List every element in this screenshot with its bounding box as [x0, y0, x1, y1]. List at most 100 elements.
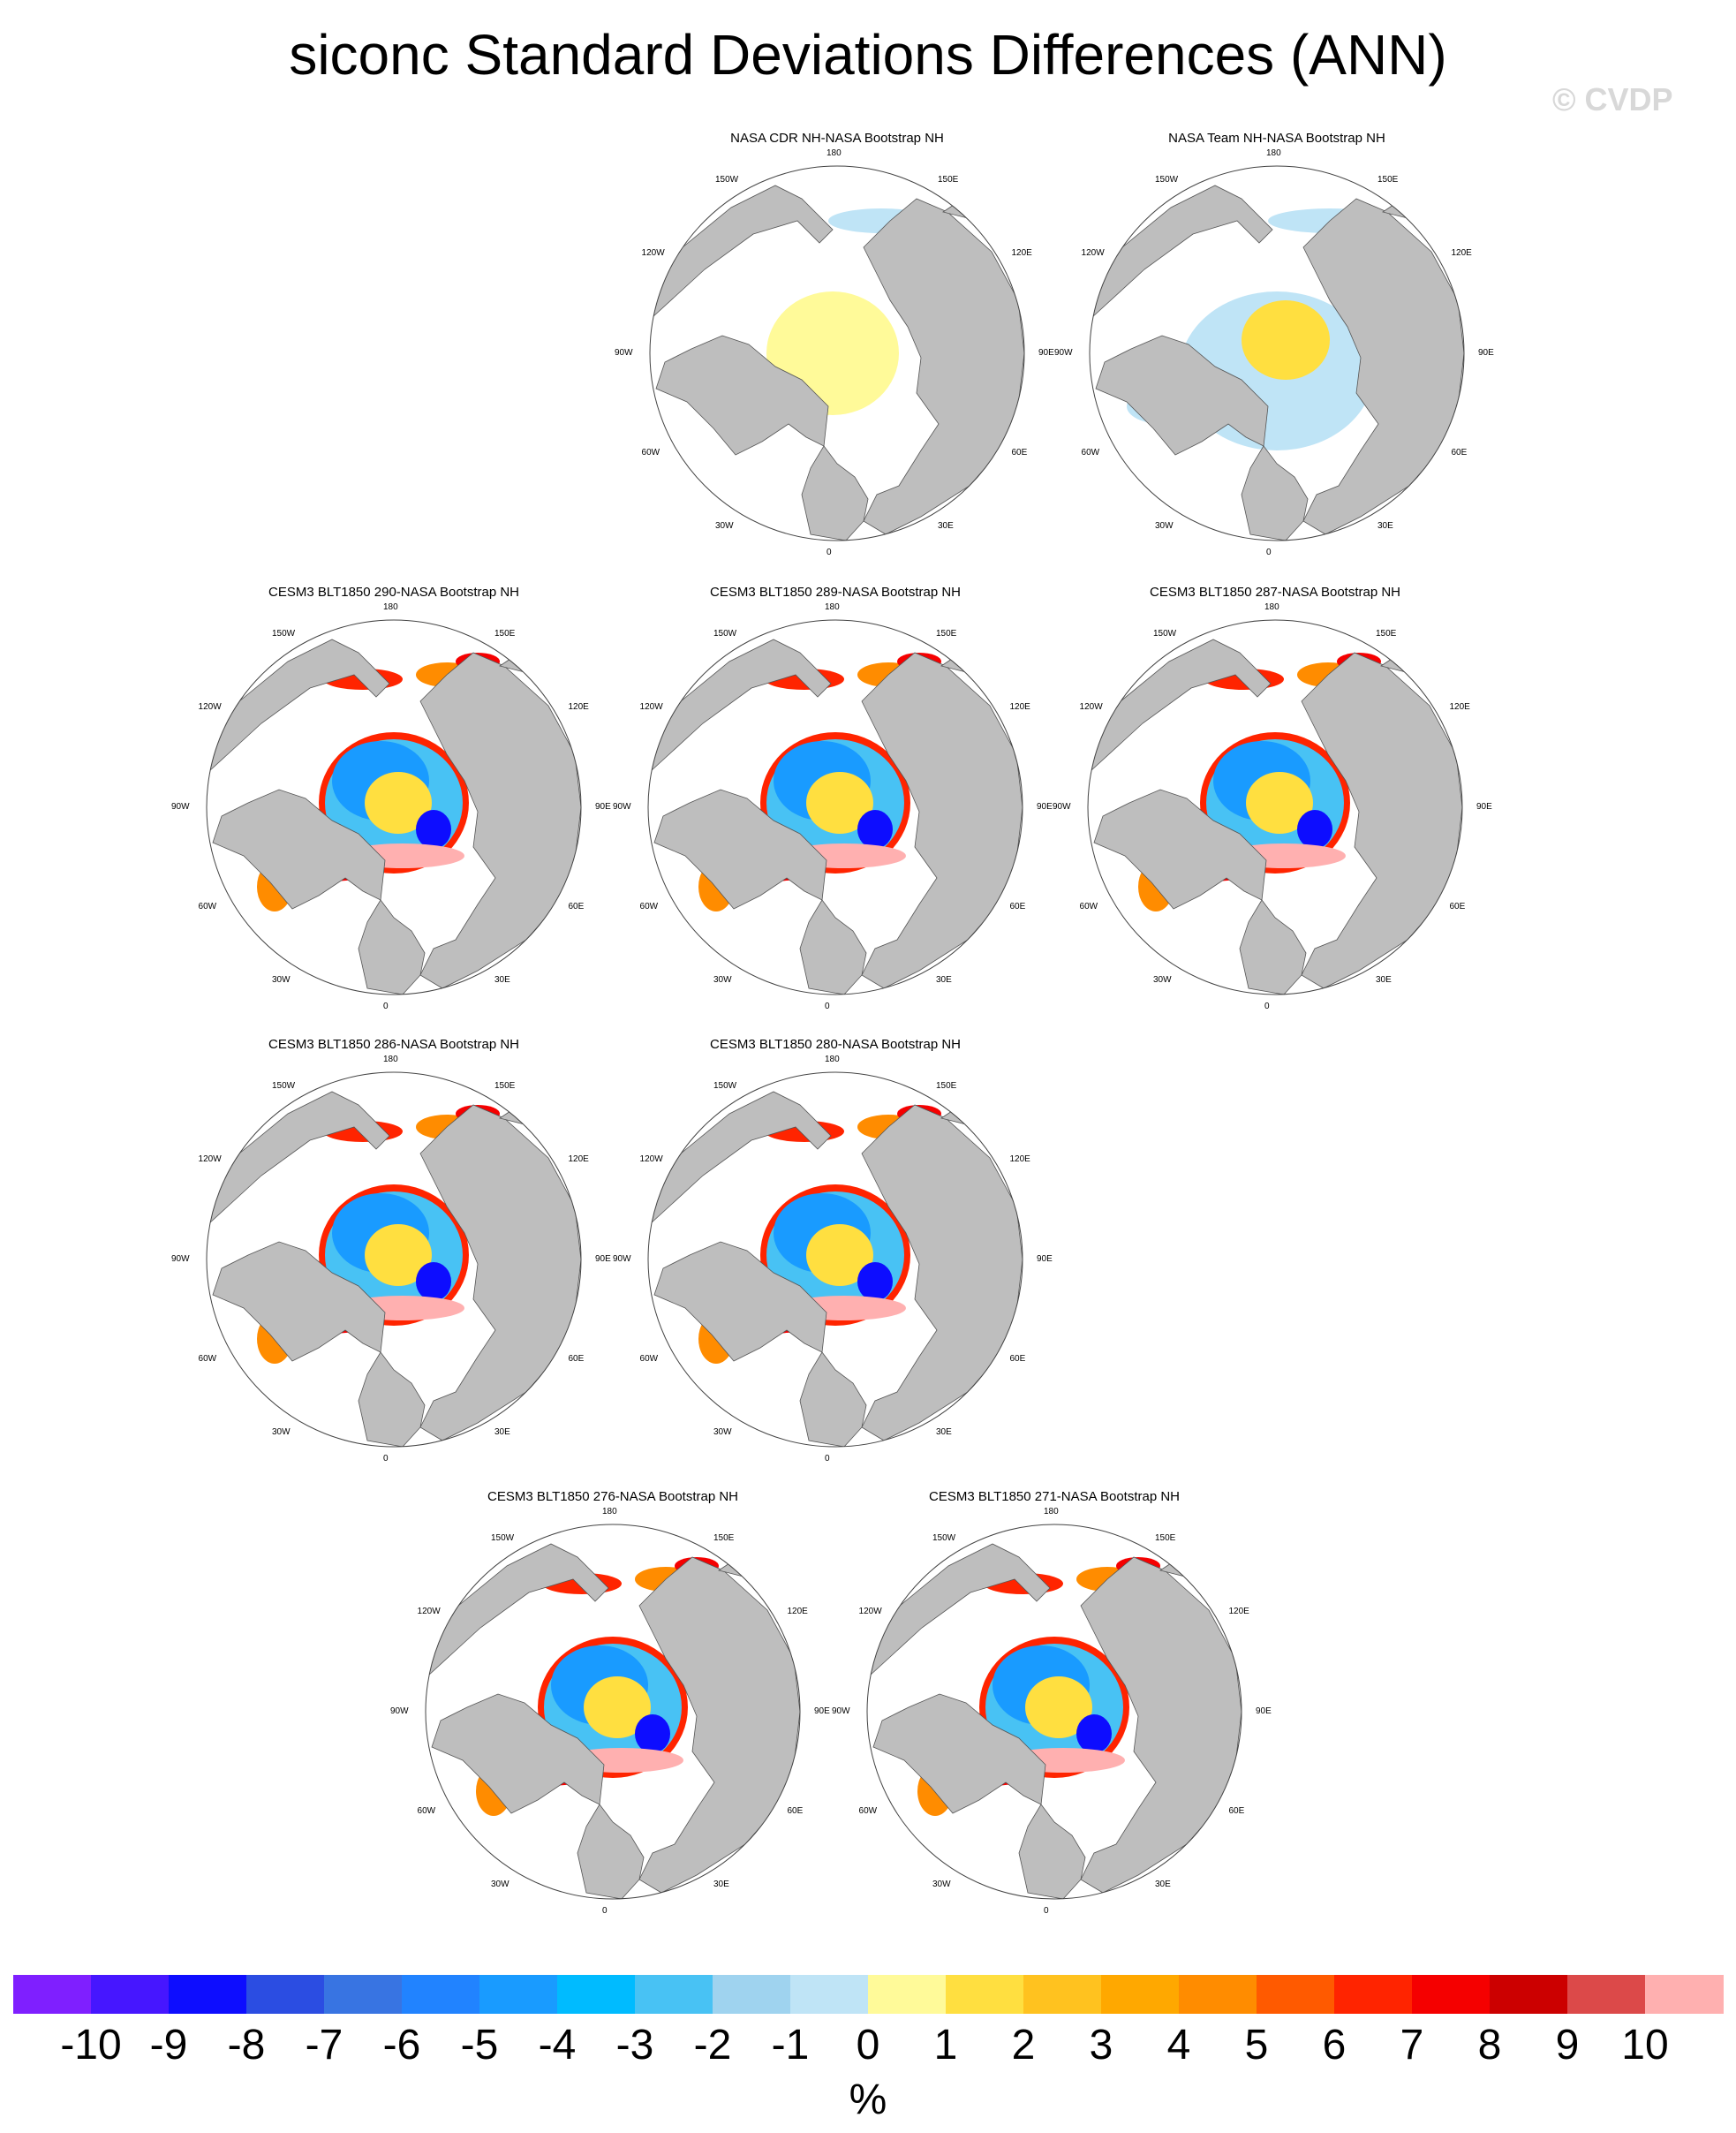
- longitude-label: 120E: [568, 1154, 589, 1164]
- colorbar-tick-label: -5: [460, 2022, 499, 2069]
- longitude-label: 150W: [713, 1081, 737, 1092]
- longitude-label: 0: [825, 1002, 830, 1011]
- longitude-label: 30E: [1376, 974, 1392, 985]
- colorbar-swatch: [1101, 1975, 1180, 2014]
- panel-title: CESM3 BLT1850 290-NASA Bootstrap NH: [268, 585, 520, 600]
- panel-title: NASA CDR NH-NASA Bootstrap NH: [730, 131, 944, 146]
- colorbar-tick-label: 3: [1089, 2022, 1113, 2069]
- polar-map: [206, 1071, 582, 1448]
- colorbar-tick-label: -4: [538, 2022, 577, 2069]
- colorbar-tick-label: 7: [1400, 2022, 1424, 2069]
- longitude-label: 30E: [494, 974, 510, 985]
- panel-title: CESM3 BLT1850 287-NASA Bootstrap NH: [1149, 585, 1401, 600]
- colorbar-swatch: [1645, 1975, 1724, 2014]
- longitude-label: 150W: [272, 1081, 296, 1092]
- polar-map: [1089, 165, 1465, 541]
- longitude-label: 90W: [613, 1254, 631, 1264]
- colorbar-swatch: [91, 1975, 170, 2014]
- longitude-label: 90E: [595, 802, 611, 812]
- colorbar-tick-label: 6: [1322, 2022, 1347, 2069]
- longitude-label: 90E: [1037, 802, 1053, 812]
- colorbar-swatch: [13, 1975, 92, 2014]
- panel-title: NASA Team NH-NASA Bootstrap NH: [1168, 131, 1385, 146]
- colorbar-tick-label: -6: [382, 2022, 421, 2069]
- colorbar-swatch: [1412, 1975, 1491, 2014]
- polar-map: [649, 165, 1025, 541]
- longitude-label: 60E: [1451, 448, 1468, 458]
- longitude-label: 90W: [1054, 348, 1073, 358]
- cvdp-watermark: © CVDP: [1552, 81, 1673, 117]
- landmass: [868, 1543, 1242, 1899]
- longitude-label: 60W: [639, 902, 659, 911]
- colorbar-swatch: [1490, 1975, 1568, 2014]
- colorbar-swatch: [479, 1975, 558, 2014]
- colorbar-tick-label: 0: [856, 2022, 880, 2069]
- longitude-label: 60W: [417, 1806, 436, 1816]
- longitude-label: 60W: [639, 1354, 659, 1364]
- longitude-label: 120E: [1009, 702, 1030, 712]
- longitude-label: 180: [1044, 1507, 1059, 1517]
- longitude-label: 150E: [1376, 629, 1397, 639]
- longitude-label: 150E: [1155, 1533, 1176, 1544]
- longitude-label: 60E: [1449, 902, 1466, 911]
- polar-map: [425, 1524, 801, 1900]
- longitude-label: 150W: [713, 629, 737, 639]
- colorbar-swatch: [246, 1975, 325, 2014]
- longitude-label: 120W: [639, 1154, 663, 1164]
- longitude-label: 60E: [1011, 448, 1028, 458]
- longitude-label: 90W: [613, 802, 631, 812]
- colorbar-tick-label: -1: [771, 2022, 810, 2069]
- map-panel: CESM3 BLT1850 287-NASA Bootstrap NH 180 15…: [1053, 585, 1492, 1026]
- longitude-label: 120E: [787, 1607, 808, 1616]
- longitude-label: 0: [383, 1002, 389, 1011]
- colorbar-swatch: [1567, 1975, 1646, 2014]
- colorbar-tick-label: 4: [1166, 2022, 1191, 2069]
- longitude-label: 30E: [936, 974, 952, 985]
- polar-map: [647, 619, 1023, 995]
- landmass: [208, 1091, 581, 1447]
- longitude-label: 30W: [715, 520, 734, 531]
- colorbar-tick-label: 5: [1244, 2022, 1269, 2069]
- longitude-label: 90E: [1478, 348, 1494, 358]
- colorbar-tick-label: -2: [693, 2022, 732, 2069]
- longitude-label: 30W: [1155, 520, 1174, 531]
- colorbar-swatch: [1179, 1975, 1257, 2014]
- longitude-label: 30W: [713, 1426, 732, 1437]
- polar-map: [206, 619, 582, 995]
- longitude-label: 0: [602, 1906, 608, 1916]
- longitude-label: 180: [826, 148, 842, 158]
- longitude-label: 120W: [1081, 248, 1105, 258]
- longitude-label: 120W: [198, 702, 222, 712]
- landmass: [1089, 639, 1462, 995]
- longitude-label: 180: [1264, 602, 1279, 612]
- longitude-label: 30W: [272, 1426, 291, 1437]
- panel-title: CESM3 BLT1850 276-NASA Bootstrap NH: [487, 1489, 739, 1504]
- longitude-label: 180: [602, 1507, 617, 1517]
- longitude-label: 30E: [713, 1879, 729, 1889]
- longitude-label: 180: [383, 1055, 398, 1064]
- longitude-label: 0: [1266, 548, 1272, 557]
- longitude-label: 120E: [568, 702, 589, 712]
- colorbar-units: %: [849, 2076, 887, 2123]
- longitude-label: 150W: [932, 1533, 956, 1544]
- longitude-label: 150W: [715, 175, 739, 185]
- colorbar-swatch: [946, 1975, 1024, 2014]
- longitude-label: 120E: [1451, 248, 1472, 258]
- colorbar-tick-label: 2: [1011, 2022, 1036, 2069]
- panel-title: CESM3 BLT1850 280-NASA Bootstrap NH: [709, 1037, 962, 1052]
- longitude-label: 150W: [491, 1533, 515, 1544]
- colorbar-swatch: [1023, 1975, 1102, 2014]
- map-panel: CESM3 BLT1850 271-NASA Bootstrap NH 180 15…: [832, 1489, 1272, 1931]
- polar-map: [866, 1524, 1242, 1900]
- colorbar-swatch: [635, 1975, 713, 2014]
- longitude-label: 60W: [1079, 902, 1098, 911]
- longitude-label: 30W: [272, 974, 291, 985]
- longitude-label: 120E: [1228, 1607, 1249, 1616]
- longitude-label: 150E: [713, 1533, 735, 1544]
- map-panel: NASA Team NH-NASA Bootstrap NH 180 150E 120…: [1054, 131, 1494, 572]
- longitude-label: 150E: [494, 1081, 516, 1092]
- longitude-label: 90W: [171, 802, 190, 812]
- longitude-label: 0: [1044, 1906, 1049, 1916]
- longitude-label: 180: [1266, 148, 1281, 158]
- colorbar-swatch: [557, 1975, 636, 2014]
